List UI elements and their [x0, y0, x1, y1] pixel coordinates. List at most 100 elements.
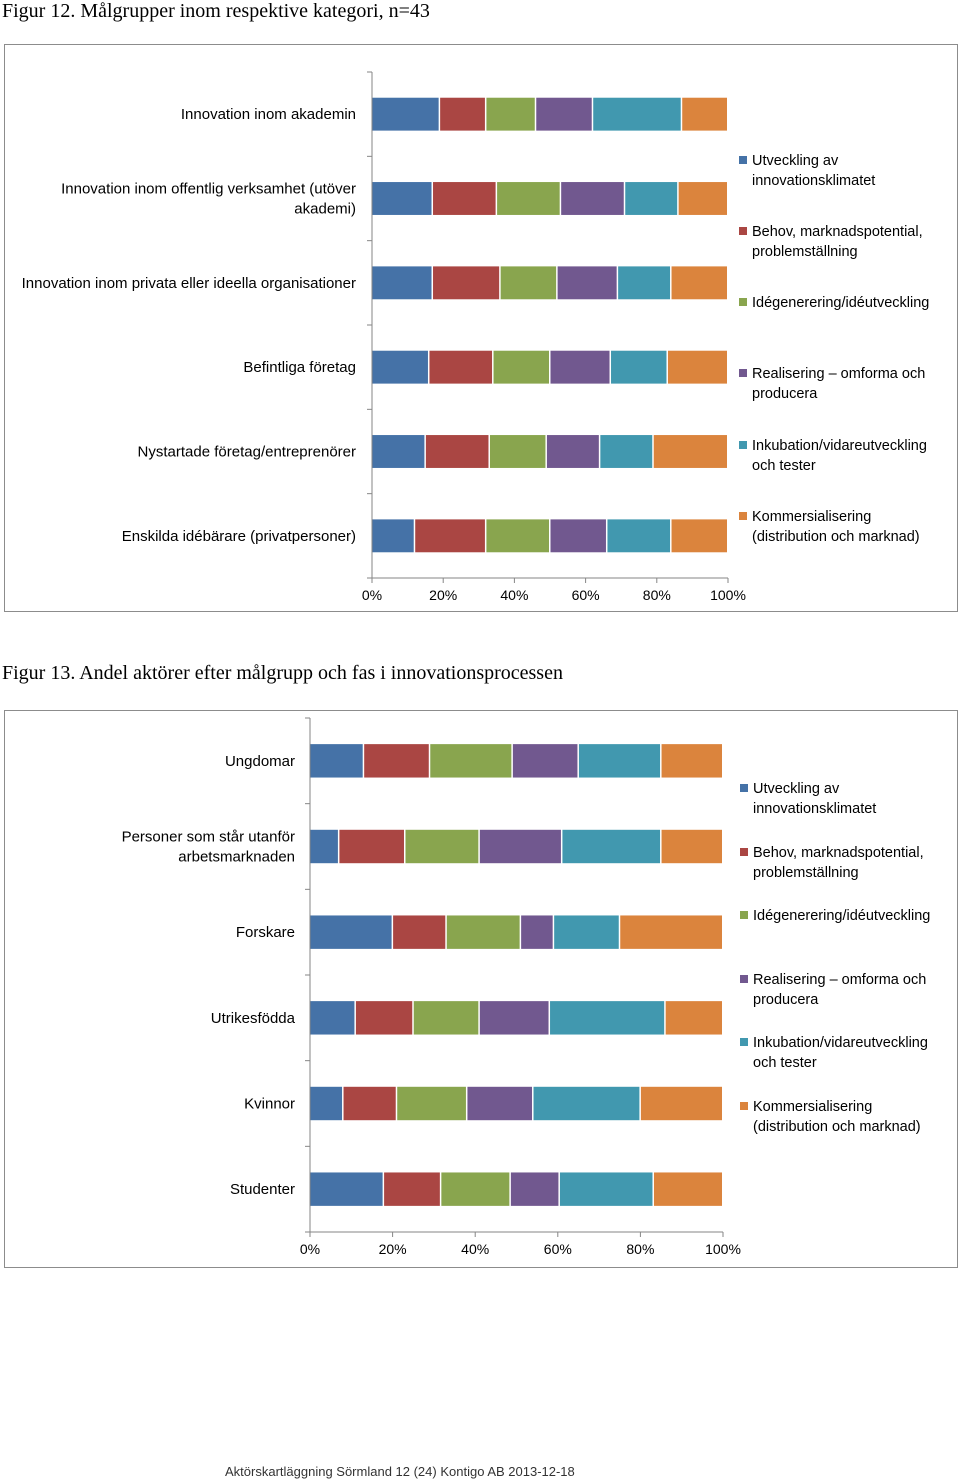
bar-personer-som-star-utanfor-arbetsmarknaden-series-6 — [661, 829, 722, 864]
bar-kvinnor-series-5 — [533, 1086, 640, 1121]
bar-befintliga-foretag-series-6 — [667, 350, 727, 384]
bar-befintliga-foretag-series-3 — [493, 350, 549, 384]
category-label: Utrikesfödda — [211, 1010, 296, 1027]
bar-studenter-series-6 — [653, 1172, 722, 1206]
legend-label-3: Idégenerering/idéutveckling — [753, 908, 930, 924]
bar-innovation-inom-akademin-series-4 — [536, 97, 592, 131]
legend-swatch-2 — [739, 227, 747, 235]
bar-studenter-series-1 — [310, 1172, 383, 1206]
legend-label-6: (distribution och marknad) — [753, 1119, 921, 1135]
bar-enskilda-idebarare-privatpersoner-series-3 — [486, 519, 549, 553]
bar-enskilda-idebarare-privatpersoner-series-4 — [550, 519, 606, 553]
legend-label-1: innovationsklimatet — [753, 801, 876, 817]
category-label: Ungdomar — [225, 753, 295, 770]
bar-innovation-inom-privata-eller-ideella-organisationer-series-3 — [500, 266, 557, 300]
figure-12-title: Figur 12. Målgrupper inom respektive kat… — [2, 0, 430, 22]
bar-innovation-inom-akademin-series-6 — [682, 97, 727, 131]
legend-swatch-5 — [739, 441, 747, 449]
bar-forskare-series-5 — [554, 915, 619, 949]
legend-label-6: Kommersialisering — [753, 1099, 872, 1115]
bar-innovation-inom-privata-eller-ideella-organisationer-series-4 — [557, 266, 617, 300]
legend-label-2: Behov, marknadspotential, — [752, 224, 923, 240]
legend-swatch-5 — [740, 1038, 748, 1046]
legend-label-6: Kommersialisering — [752, 509, 871, 525]
legend-swatch-3 — [739, 298, 747, 306]
category-label: Innovation inom offentlig verksamhet (ut… — [61, 181, 356, 198]
bar-nystartade-foretag-entreprenorer-series-4 — [546, 435, 599, 468]
legend-label-4: Realisering – omforma och — [753, 972, 926, 988]
x-tick-label: 40% — [500, 587, 528, 603]
bar-innovation-inom-offentlig-verksamhet-utover-akademi-series-3 — [497, 182, 560, 215]
bar-innovation-inom-akademin-series-3 — [486, 97, 535, 131]
bar-forskare-series-3 — [446, 915, 520, 949]
legend-label-2: problemställning — [752, 244, 858, 260]
legend-label-4: producera — [753, 992, 819, 1008]
legend-label-5: och tester — [753, 1055, 817, 1071]
bar-innovation-inom-offentlig-verksamhet-utover-akademi-series-5 — [625, 182, 678, 215]
legend-swatch-4 — [740, 975, 748, 983]
bar-forskare-series-4 — [521, 915, 553, 949]
bar-kvinnor-series-4 — [467, 1086, 533, 1121]
category-label: Studenter — [230, 1181, 295, 1198]
bar-innovation-inom-privata-eller-ideella-organisationer-series-2 — [433, 266, 500, 300]
x-tick-label: 40% — [461, 1241, 489, 1257]
x-tick-label: 100% — [710, 587, 746, 603]
chart-13: 0% 20% 40% 60% 80% 100% Ungdomar Personer som s… — [122, 717, 930, 1257]
legend-label-1: innovationsklimatet — [752, 173, 875, 189]
x-tick-label: 60% — [572, 587, 600, 603]
category-label: Kvinnor — [244, 1096, 295, 1113]
legend-label-4: producera — [752, 386, 818, 402]
bar-nystartade-foretag-entreprenorer-series-1 — [372, 435, 425, 468]
legend-label-6: (distribution och marknad) — [752, 529, 920, 545]
category-label: Innovation inom akademin — [181, 106, 356, 123]
bar-enskilda-idebarare-privatpersoner-series-6 — [671, 519, 727, 553]
category-label: akademi) — [294, 201, 356, 218]
bar-innovation-inom-privata-eller-ideella-organisationer-series-6 — [671, 266, 727, 300]
bar-utrikesfodda-series-6 — [665, 1001, 722, 1035]
bar-utrikesfodda-series-1 — [310, 1001, 355, 1035]
bar-personer-som-star-utanfor-arbetsmarknaden-series-1 — [310, 829, 338, 864]
legend-label-5: Inkubation/vidareutveckling — [753, 1035, 928, 1051]
legend-label-5: Inkubation/vidareutveckling — [752, 438, 927, 454]
bar-kvinnor-series-2 — [343, 1086, 396, 1121]
bar-innovation-inom-akademin-series-1 — [372, 97, 439, 131]
figure-13-title: Figur 13. Andel aktörer efter målgrupp o… — [2, 662, 563, 684]
category-label: Befintliga företag — [243, 359, 356, 376]
bar-nystartade-foretag-entreprenorer-series-2 — [425, 435, 489, 468]
bar-innovation-inom-privata-eller-ideella-organisationer-series-5 — [618, 266, 671, 300]
category-label: Enskilda idébärare (privatpersoner) — [122, 528, 356, 545]
category-label: Nystartade företag/entreprenörer — [138, 444, 356, 461]
bar-studenter-series-4 — [510, 1172, 559, 1206]
bar-innovation-inom-privata-eller-ideella-organisationer-series-1 — [372, 266, 432, 300]
bar-innovation-inom-offentlig-verksamhet-utover-akademi-series-6 — [678, 182, 727, 215]
bar-forskare-series-6 — [620, 915, 722, 949]
legend-swatch-1 — [739, 156, 747, 164]
legend-label-1: Utveckling av — [752, 153, 839, 169]
legend-swatch-6 — [740, 1102, 748, 1110]
x-tick-label: 60% — [544, 1241, 572, 1257]
category-label: Innovation inom privata eller ideella or… — [22, 275, 356, 292]
bar-utrikesfodda-series-4 — [479, 1001, 549, 1035]
bar-utrikesfodda-series-3 — [413, 1001, 479, 1035]
bar-innovation-inom-offentlig-verksamhet-utover-akademi-series-4 — [561, 182, 624, 215]
legend-label-2: problemställning — [753, 865, 859, 881]
bar-personer-som-star-utanfor-arbetsmarknaden-series-4 — [479, 829, 561, 864]
bar-enskilda-idebarare-privatpersoner-series-5 — [607, 519, 671, 553]
category-label: arbetsmarknaden — [178, 849, 295, 866]
legend-swatch-3 — [740, 911, 748, 919]
bar-forskare-series-1 — [310, 915, 392, 949]
bar-utrikesfodda-series-2 — [355, 1001, 413, 1035]
bar-innovation-inom-akademin-series-5 — [593, 97, 681, 131]
x-tick-label: 20% — [429, 587, 457, 603]
bar-ungdomar-series-2 — [364, 744, 429, 778]
legend-label-3: Idégenerering/idéutveckling — [752, 295, 929, 311]
bar-kvinnor-series-1 — [310, 1086, 343, 1121]
bar-befintliga-foretag-series-5 — [611, 350, 667, 384]
bar-enskilda-idebarare-privatpersoner-series-2 — [415, 519, 485, 553]
bar-nystartade-foretag-entreprenorer-series-5 — [600, 435, 653, 468]
bar-forskare-series-2 — [393, 915, 446, 949]
bar-kvinnor-series-6 — [640, 1086, 722, 1121]
bar-personer-som-star-utanfor-arbetsmarknaden-series-2 — [339, 829, 404, 864]
category-label: Personer som står utanför — [122, 829, 295, 846]
chart-12-frame — [4, 44, 958, 612]
